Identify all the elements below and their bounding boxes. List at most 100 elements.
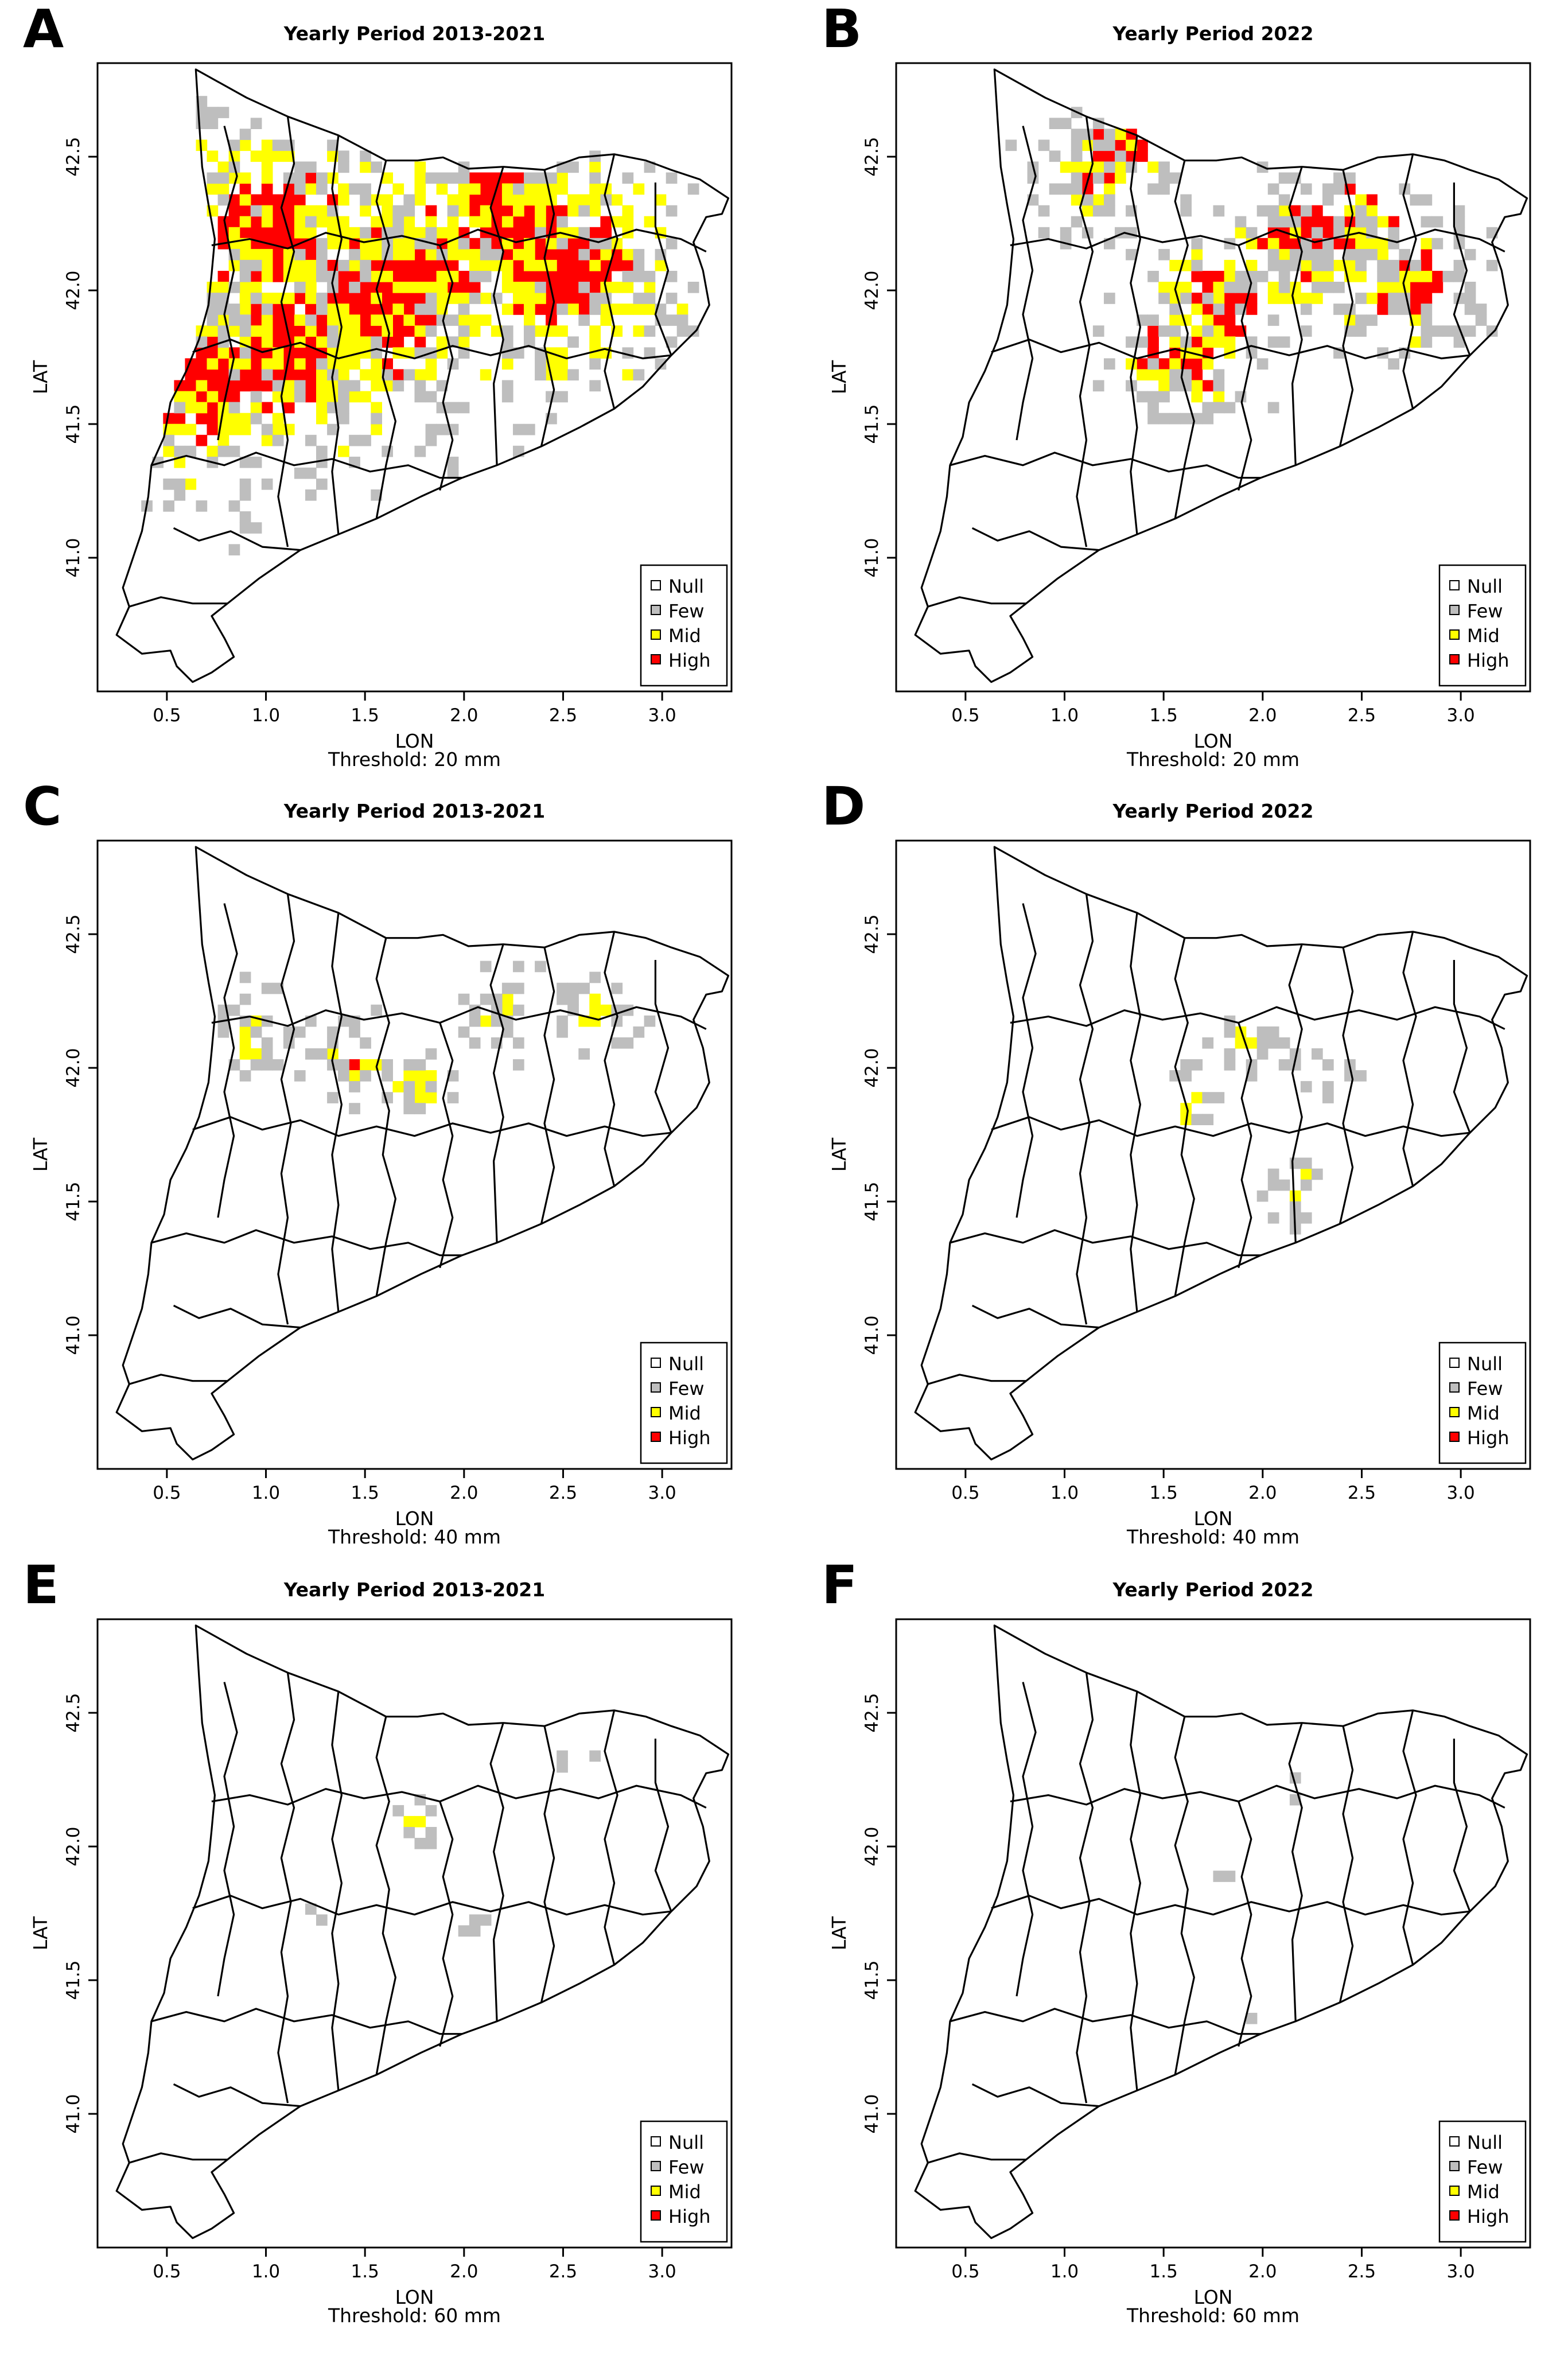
grid-cell-mid: [414, 1092, 426, 1103]
grid-cell-few: [644, 325, 656, 337]
x-axis-label: LON: [1194, 2286, 1233, 2308]
grid-cell-mid: [1158, 369, 1170, 381]
grid-cell-high: [535, 238, 546, 250]
precip-grid: [141, 96, 699, 555]
grid-cell-high: [261, 194, 273, 206]
grid-cell-few: [1191, 1114, 1203, 1125]
x-tick-label: 2.0: [1248, 2261, 1277, 2282]
grid-cell-few: [250, 118, 262, 129]
grid-cell-few: [1147, 402, 1159, 414]
grid-cell-few: [1453, 259, 1465, 271]
grid-cell-mid: [535, 325, 546, 337]
grid-cell-mid: [1191, 391, 1203, 403]
y-axis-label: LAT: [29, 1916, 52, 1950]
grid-cell-few: [1312, 259, 1323, 271]
grid-cell-few: [687, 282, 699, 293]
grid-cell-mid: [480, 369, 492, 381]
grid-cell-mid: [524, 194, 535, 206]
y-tick-label: 42.5: [862, 137, 882, 177]
grid-cell-few: [447, 1092, 459, 1103]
grid-cell-mid: [458, 293, 470, 304]
grid-cell-mid: [589, 259, 601, 271]
comarca-boundary: [1238, 1801, 1252, 2047]
grid-cell-few: [217, 325, 229, 337]
grid-cell-few: [666, 314, 678, 326]
grid-cell-mid: [174, 391, 186, 403]
grid-cell-few: [1421, 216, 1433, 228]
grid-cell-few: [458, 325, 470, 337]
legend-swatch-mid: [651, 2186, 661, 2196]
grid-cell-few: [1202, 1092, 1214, 1103]
grid-cell-mid: [403, 216, 415, 228]
grid-cell-few: [1060, 183, 1072, 195]
grid-cell-mid: [1202, 314, 1214, 326]
threshold-label: Threshold: 60 mm: [328, 2304, 501, 2327]
grid-cell-mid: [1289, 293, 1301, 304]
y-tick-label: 42.0: [63, 1048, 84, 1088]
grid-cell-few: [217, 107, 229, 118]
grid-cell-mid: [1322, 271, 1334, 282]
grid-cell-high: [578, 259, 590, 271]
grid-cell-high: [622, 259, 634, 271]
grid-cell-high: [207, 423, 219, 436]
grid-cell-mid: [513, 205, 524, 217]
grid-cell-few: [1092, 139, 1104, 151]
grid-cell-mid: [414, 369, 426, 381]
grid-cell-few: [1453, 336, 1465, 348]
grid-cell-few: [1278, 216, 1290, 228]
grid-cell-mid: [217, 434, 229, 446]
grid-cell-high: [1202, 380, 1214, 392]
grid-cell-few: [316, 293, 328, 304]
grid-cell-mid: [228, 227, 240, 239]
comarca-boundary: [129, 596, 228, 608]
x-tick-label: 1.0: [1050, 2261, 1079, 2282]
grid-cell-mid: [1158, 282, 1170, 293]
grid-cell-high: [250, 227, 262, 239]
grid-cell-high: [1344, 216, 1356, 228]
grid-cell-mid: [294, 314, 306, 326]
grid-cell-high: [1191, 358, 1203, 370]
comarca-boundary: [1130, 135, 1142, 535]
grid-cell-few: [1300, 1212, 1312, 1224]
grid-cell-few: [1038, 139, 1050, 151]
grid-cell-high: [535, 248, 546, 261]
grid-cell-few: [1399, 304, 1411, 315]
grid-cell-few: [360, 227, 371, 239]
grid-cell-mid: [217, 282, 229, 293]
grid-cell-high: [305, 304, 317, 315]
grid-cell-few: [1235, 216, 1247, 228]
grid-cell-few: [567, 993, 579, 1005]
grid-cell-few: [480, 993, 492, 1005]
comarca-boundary: [1174, 938, 1195, 1297]
plot-frame: [895, 1618, 1531, 2249]
grid-cell-few: [611, 1037, 623, 1049]
grid-cell-few: [1267, 402, 1279, 414]
grid-cell-few: [567, 369, 579, 381]
grid-cell-high: [524, 227, 535, 239]
grid-cell-few: [1388, 304, 1399, 315]
grid-cell-high: [403, 259, 415, 271]
grid-cell-mid: [524, 304, 535, 315]
grid-cell-few: [1071, 183, 1083, 195]
legend-label: Null: [668, 576, 704, 597]
grid-cell-few: [207, 172, 219, 184]
grid-cell-few: [1169, 172, 1181, 184]
comarca-boundary: [1453, 960, 1471, 1133]
grid-cell-mid: [425, 248, 437, 261]
legend-label: Few: [1467, 2156, 1503, 2178]
grid-cell-few: [524, 336, 535, 348]
grid-cell-few: [1213, 205, 1225, 217]
y-tick-label: 42.5: [862, 915, 882, 954]
grid-cell-high: [513, 172, 524, 184]
grid-cell-mid: [217, 347, 229, 359]
grid-cell-few: [392, 1805, 404, 1817]
legend-label: High: [1467, 650, 1509, 671]
grid-cell-high: [349, 304, 360, 315]
grid-cell-high: [403, 325, 415, 337]
grid-cell-high: [294, 369, 306, 381]
comarca-boundary: [540, 1725, 555, 2003]
grid-cell-mid: [469, 325, 481, 337]
grid-cell-mid: [272, 413, 284, 425]
grid-cell-mid: [524, 183, 535, 195]
grid-cell-few: [425, 172, 437, 184]
